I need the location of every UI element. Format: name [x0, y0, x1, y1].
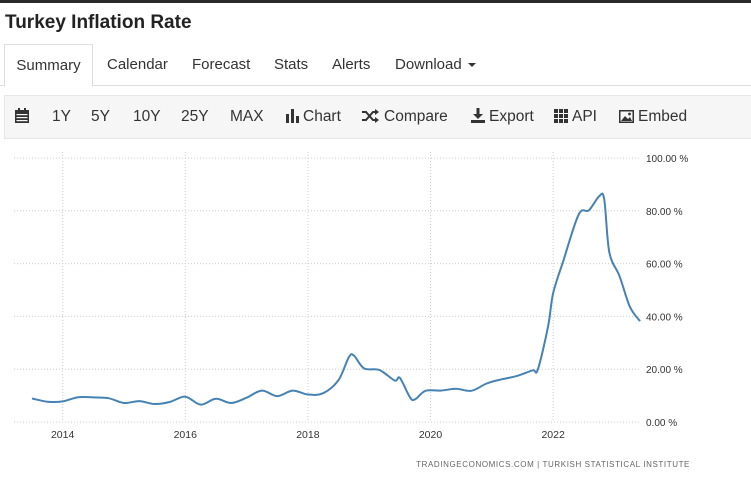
tab-stats[interactable]: Stats [274, 44, 308, 86]
chart-toolbar: 1Y 5Y 10Y 25Y MAX Chart Compare Export A… [4, 95, 751, 139]
chart-label: Chart [303, 108, 341, 125]
tab-summary-label: Summary [16, 57, 81, 74]
compare-button[interactable]: Compare [362, 96, 448, 138]
range-5y[interactable]: 5Y [91, 108, 110, 125]
grid-icon [554, 109, 568, 123]
x-tick-label: 2016 [174, 429, 198, 441]
compare-label: Compare [384, 108, 448, 125]
shuffle-icon [362, 109, 379, 123]
x-tick-label: 2018 [296, 429, 320, 441]
image-icon [619, 110, 634, 123]
tab-alerts-label: Alerts [332, 56, 371, 73]
api-label: API [572, 108, 597, 125]
y-tick-label: 100.00 % [646, 154, 688, 165]
api-button[interactable]: API [554, 96, 597, 138]
tab-stats-label: Stats [274, 56, 309, 73]
tab-calendar-label: Calendar [107, 56, 168, 73]
tab-calendar[interactable]: Calendar [107, 44, 168, 86]
tab-alerts[interactable]: Alerts [332, 44, 370, 86]
tab-forecast[interactable]: Forecast [192, 44, 250, 86]
y-tick-label: 60.00 % [646, 260, 683, 271]
embed-label: Embed [638, 108, 688, 125]
chart-area: 0.00 % 20.00 % 40.00 % 60.00 % 80.00 % 100.00… [0, 140, 751, 478]
page-title: Turkey Inflation Rate [5, 12, 192, 33]
embed-button[interactable]: Embed [619, 96, 687, 138]
export-button[interactable]: Export [471, 96, 534, 138]
range-10y[interactable]: 10Y [133, 108, 161, 125]
y-tick-label: 0.00 % [646, 418, 677, 429]
y-tick-label: 20.00 % [646, 365, 683, 376]
x-tick-label: 2014 [51, 429, 75, 441]
x-tick-label: 2022 [541, 429, 565, 441]
calendar-icon [15, 108, 29, 123]
source-credit: TRADINGECONOMICS.COM | TURKISH STATISTIC… [416, 460, 690, 469]
caret-down-icon [467, 63, 476, 68]
series-line [31, 192, 641, 406]
tab-download[interactable]: Download [395, 44, 476, 86]
chart-button[interactable]: Chart [286, 96, 341, 138]
y-tick-label: 40.00 % [646, 312, 683, 323]
tab-bar: Summary Calendar Forecast Stats Alerts D… [0, 44, 751, 87]
export-label: Export [489, 108, 534, 125]
top-rule [0, 0, 751, 3]
range-25y[interactable]: 25Y [181, 108, 209, 125]
y-tick-label: 80.00 % [646, 207, 683, 218]
calendar-button[interactable] [15, 96, 33, 138]
tab-forecast-label: Forecast [192, 56, 251, 73]
tab-summary[interactable]: Summary [4, 44, 93, 87]
range-1y[interactable]: 1Y [52, 108, 71, 125]
tab-download-label: Download [395, 56, 462, 73]
inflation-line-chart: 0.00 % 20.00 % 40.00 % 60.00 % 80.00 % 100.00… [14, 152, 690, 469]
bar-chart-icon [286, 109, 299, 123]
x-tick-label: 2020 [419, 429, 443, 441]
download-icon [471, 108, 485, 123]
range-max[interactable]: MAX [230, 108, 264, 125]
